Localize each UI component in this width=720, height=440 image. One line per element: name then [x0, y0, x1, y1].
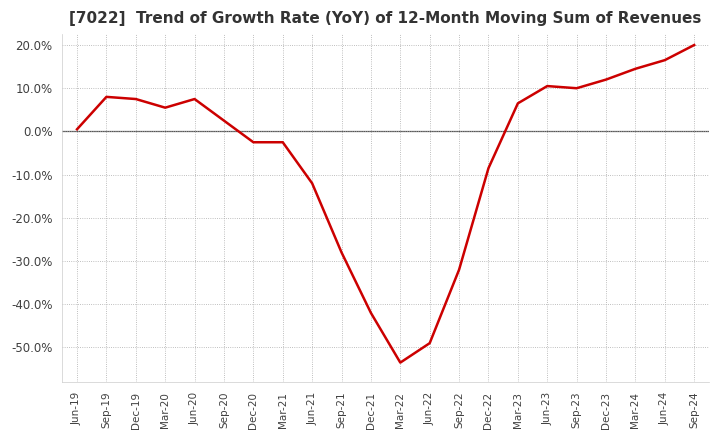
Title: [7022]  Trend of Growth Rate (YoY) of 12-Month Moving Sum of Revenues: [7022] Trend of Growth Rate (YoY) of 12-…	[69, 11, 702, 26]
